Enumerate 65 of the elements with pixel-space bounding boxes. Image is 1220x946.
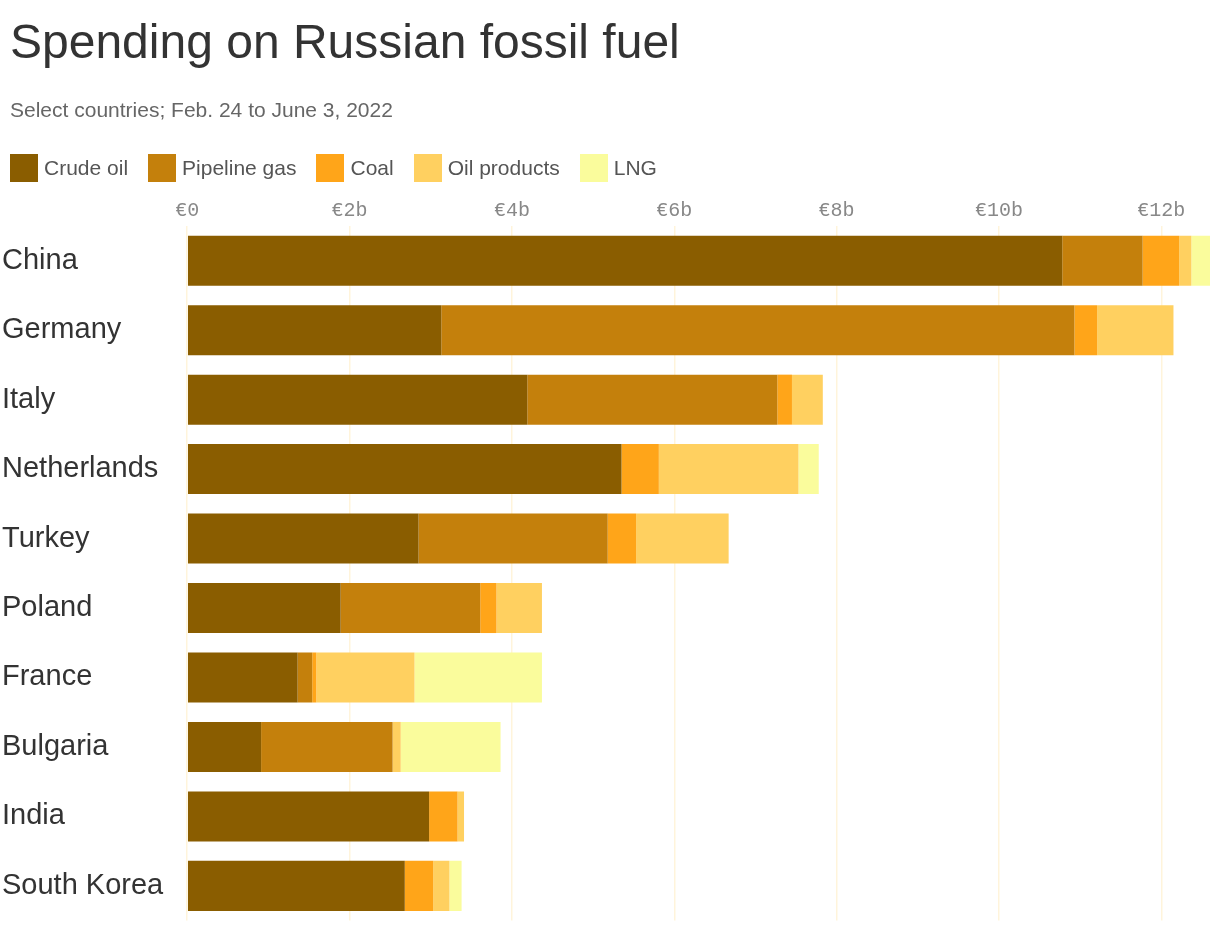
bar: [636, 513, 729, 564]
bar: [1191, 235, 1210, 286]
legend-label: Crude oil: [44, 156, 129, 180]
bar: [312, 652, 317, 703]
bar: [392, 721, 401, 772]
bar: [1097, 305, 1174, 356]
bar: [607, 513, 637, 564]
x-tick-label: €0: [175, 199, 200, 223]
bar: [400, 721, 501, 772]
legend-label: LNG: [613, 156, 657, 180]
bar: [441, 305, 1075, 356]
bar: [261, 721, 393, 772]
bar: [1179, 235, 1192, 286]
y-tick-label: China: [2, 242, 79, 275]
chart-title: Spending on Russian fossil fuel: [10, 14, 680, 69]
bar: [527, 374, 778, 425]
bar: [798, 444, 819, 495]
legend-label: Oil products: [447, 156, 560, 180]
bar: [449, 860, 462, 911]
chart-subtitle: Select countries; Feb. 24 to June 3, 2022: [10, 98, 393, 122]
bar: [297, 652, 313, 703]
y-tick-label: Germany: [2, 312, 122, 345]
y-tick-label: Turkey: [2, 520, 91, 553]
y-tick-label: South Korea: [2, 867, 165, 900]
bar: [457, 791, 465, 842]
bar: [1074, 305, 1098, 356]
bar: [418, 513, 608, 564]
bar: [187, 583, 341, 634]
bar: [480, 583, 497, 634]
bar: [414, 652, 542, 703]
bar: [187, 513, 419, 564]
bar: [187, 721, 262, 772]
y-tick-label: Bulgaria: [2, 728, 110, 761]
y-tick-label: Italy: [2, 381, 56, 414]
y-tick-label: India: [2, 798, 66, 831]
x-tick-label: €2b: [331, 199, 368, 223]
x-tick-label: €12b: [1137, 199, 1186, 223]
legend-label: Coal: [350, 156, 394, 180]
y-tick-label: Poland: [2, 590, 93, 623]
bar: [777, 374, 792, 425]
bar: [791, 374, 823, 425]
bar: [658, 444, 799, 495]
bar: [187, 791, 430, 842]
bar: [187, 860, 405, 911]
legend-label: Pipeline gas: [182, 156, 297, 180]
bar: [429, 791, 458, 842]
bar: [340, 583, 481, 634]
y-tick-label: France: [2, 659, 93, 692]
bar: [187, 305, 442, 356]
bar: [187, 235, 1063, 286]
x-tick-label: €6b: [656, 199, 693, 223]
bar: [433, 860, 450, 911]
bar: [1142, 235, 1180, 286]
bar: [187, 444, 622, 495]
bar: [496, 583, 542, 634]
x-tick-label: €10b: [974, 199, 1023, 223]
bar: [187, 652, 298, 703]
bar: [187, 374, 528, 425]
bar: [1062, 235, 1143, 286]
y-tick-label: Netherlands: [2, 451, 159, 484]
bar: [316, 652, 415, 703]
bar: [404, 860, 434, 911]
bar: [621, 444, 659, 495]
x-tick-label: €8b: [818, 199, 855, 223]
x-tick-label: €4b: [493, 199, 530, 223]
